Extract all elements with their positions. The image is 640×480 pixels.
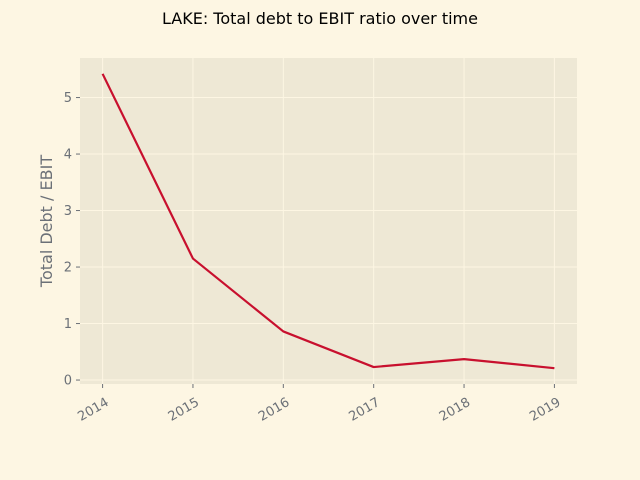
x-axis-ticks: 2014 2015 2016 2017 2018 2019 <box>75 384 563 425</box>
x-tick-label: 2018 <box>437 395 473 425</box>
y-tick-label: 5 <box>64 91 72 106</box>
x-tick-label: 2016 <box>256 395 292 425</box>
x-tick-label: 2015 <box>166 395 202 425</box>
chart-title: LAKE: Total debt to EBIT ratio over time <box>162 9 478 28</box>
x-tick-label: 2014 <box>75 395 111 425</box>
y-tick-label: 3 <box>64 204 72 219</box>
y-tick-label: 0 <box>64 374 72 389</box>
y-axis-ticks: 0 1 2 3 4 5 <box>64 91 80 389</box>
y-tick-label: 1 <box>64 317 72 332</box>
y-tick-label: 2 <box>64 261 72 276</box>
x-tick-label: 2017 <box>347 395 383 425</box>
y-tick-label: 4 <box>64 148 72 163</box>
grid-lines <box>80 58 577 384</box>
series-group <box>101 73 555 370</box>
y-axis-label: Total Debt / EBIT <box>37 155 56 288</box>
plot-area <box>80 58 577 384</box>
series-line <box>101 73 555 370</box>
x-tick-label: 2019 <box>527 395 563 425</box>
